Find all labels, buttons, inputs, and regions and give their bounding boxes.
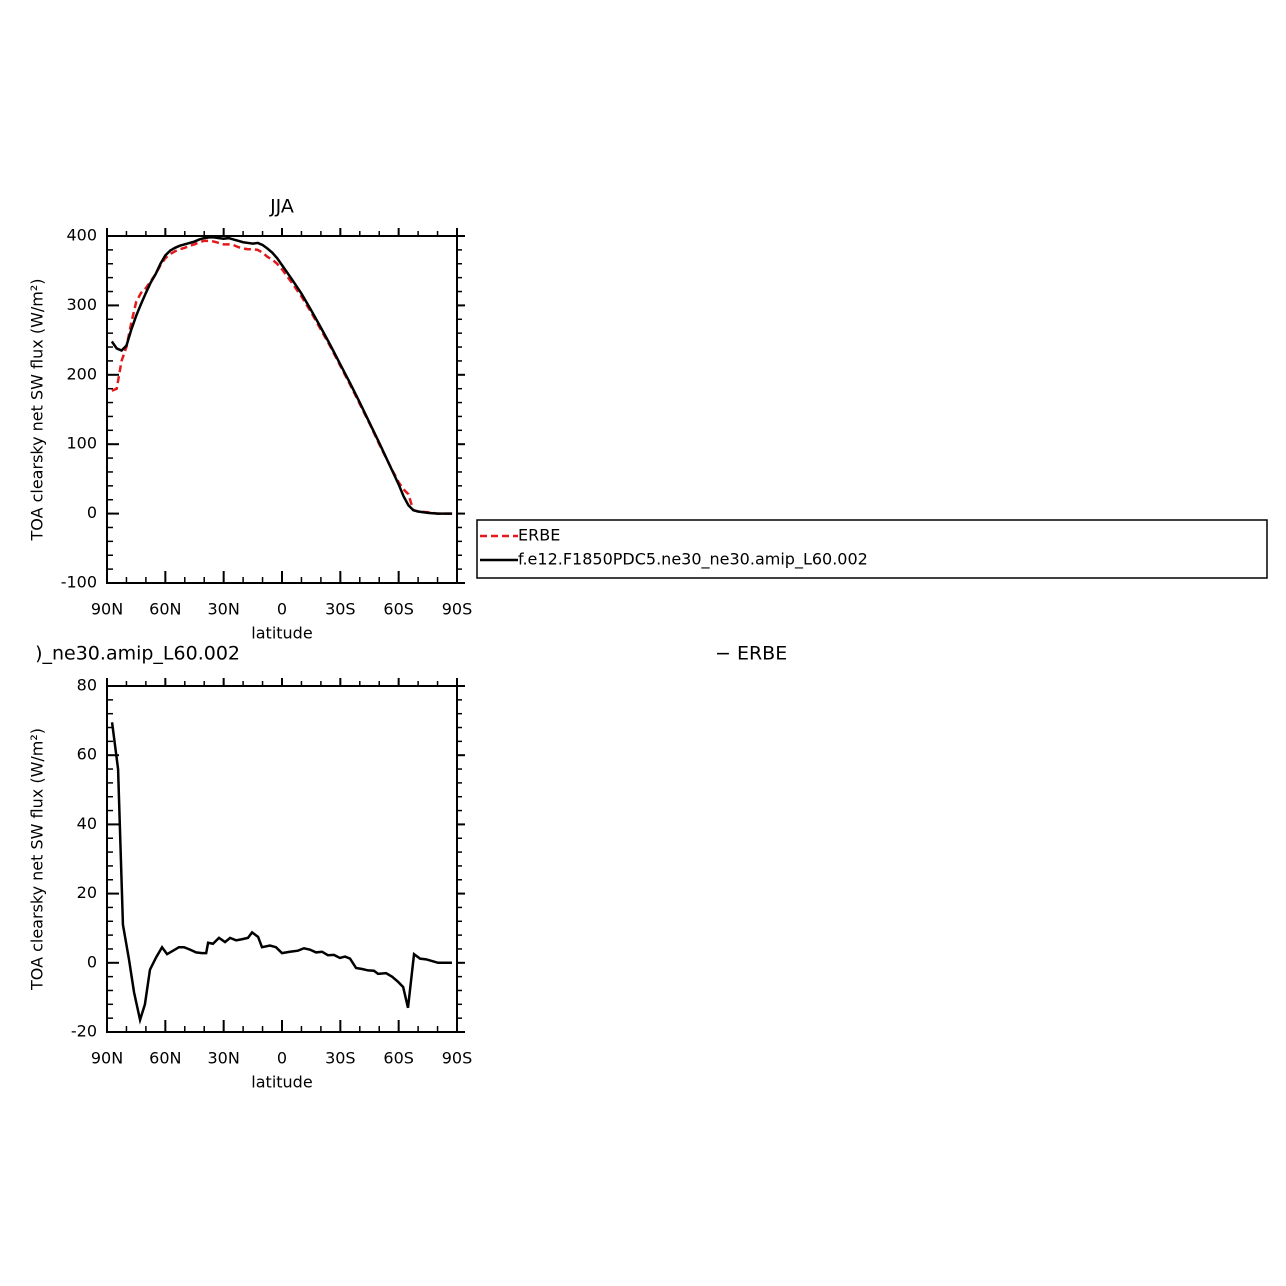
y-tick-label: 60: [77, 745, 97, 764]
y-axis-label: TOA clearsky net SW flux (W/m²): [28, 278, 47, 541]
x-axis-label: latitude: [251, 1073, 312, 1092]
x-tick-label: 90S: [442, 600, 473, 619]
y-axis-label: TOA clearsky net SW flux (W/m²): [28, 728, 47, 991]
x-tick-label: 0: [277, 1049, 287, 1068]
annotation: − ERBE: [715, 643, 787, 665]
y-tick-label: -100: [61, 573, 97, 592]
x-tick-label: 0: [277, 600, 287, 619]
y-tick-label: 0: [87, 503, 97, 522]
chart-title: JJA: [269, 196, 294, 218]
x-tick-label: 60S: [383, 600, 414, 619]
series-line: [110, 236, 453, 515]
x-tick-label: 30N: [208, 600, 240, 619]
series-line: [111, 239, 453, 515]
x-tick-label: 60S: [383, 1049, 414, 1068]
x-tick-label: 60N: [149, 600, 181, 619]
legend-box: [476, 519, 1268, 579]
x-tick-label: 30S: [325, 600, 356, 619]
plot-frame: [106, 235, 458, 584]
y-tick-label: 300: [66, 295, 97, 314]
y-tick-label: 40: [77, 814, 97, 833]
chart-title: )_ne30.amip_L60.002: [35, 643, 240, 665]
x-tick-label: 30N: [208, 1049, 240, 1068]
legend-label: ERBE: [518, 526, 560, 545]
y-tick-label: 0: [87, 952, 97, 971]
x-tick-label: 90S: [442, 1049, 473, 1068]
x-tick-label: 60N: [149, 1049, 181, 1068]
legend-label: f.e12.F1850PDC5.ne30_ne30.amip_L60.002: [518, 550, 868, 570]
y-tick-label: 100: [66, 434, 97, 453]
x-tick-label: 30S: [325, 1049, 356, 1068]
legend: ERBE f.e12.F1850PDC5.ne30_ne30.amip_L60.0…: [476, 519, 1268, 579]
x-tick-label: 90N: [91, 1049, 123, 1068]
y-tick-label: 20: [77, 883, 97, 902]
y-tick-label: 80: [77, 676, 97, 695]
series-line: [110, 722, 452, 1025]
x-axis-label: latitude: [251, 624, 312, 643]
y-tick-label: 200: [66, 364, 97, 383]
y-tick-label: -20: [71, 1022, 97, 1041]
plot-frame: [106, 685, 458, 1033]
y-tick-label: 400: [66, 226, 97, 245]
x-tick-label: 90N: [91, 600, 123, 619]
